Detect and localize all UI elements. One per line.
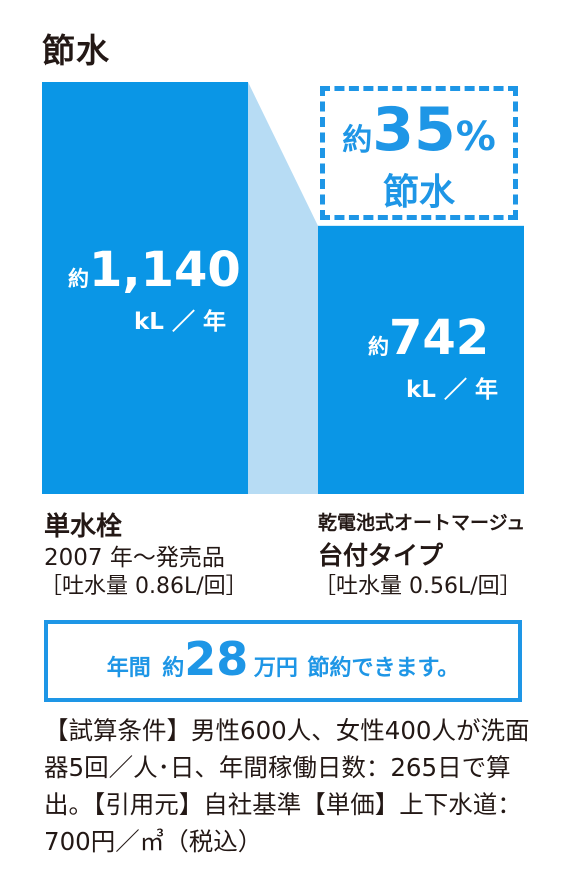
category-1-name: 単水栓 [44, 512, 123, 542]
water-usage-chart [42, 82, 524, 494]
bar-1-unit-label: kL ／ 年 [134, 309, 226, 335]
bar-2-unit-label: kL ／ 年 [406, 376, 498, 403]
annual-savings-box: 年間 約28 万円 節約できます。 [44, 620, 522, 702]
bar-2-value-label: 約742 [368, 309, 490, 366]
category-1-sub1: 2007 年〜発売品 [44, 545, 225, 571]
savings-percent: 約35% [342, 95, 496, 165]
annual-savings-text: 年間 約28 万円 節約できます。 [106, 632, 460, 686]
category-2-sub2: ［吐水量 0.56L/回］ [314, 574, 522, 599]
reduction-connector [248, 82, 318, 494]
category-2-sub1: 台付タイプ [318, 541, 444, 570]
savings-label: 節水 [382, 172, 455, 213]
calculation-note: 【試算条件】男性600人、女性400人が洗面器5回／人･日、年間稼働日数：265… [44, 716, 530, 856]
bar-2 [318, 225, 524, 494]
bar-1 [42, 82, 248, 494]
category-1-sub2: ［吐水量 0.86L/回］ [40, 574, 248, 599]
page-title: 節水 [42, 31, 110, 70]
category-2-name: 乾電池式オートマージュ [318, 512, 526, 534]
bar-1-value-label: 約1,140 [68, 242, 241, 298]
savings-callout: 約35% 節水 [320, 86, 518, 220]
